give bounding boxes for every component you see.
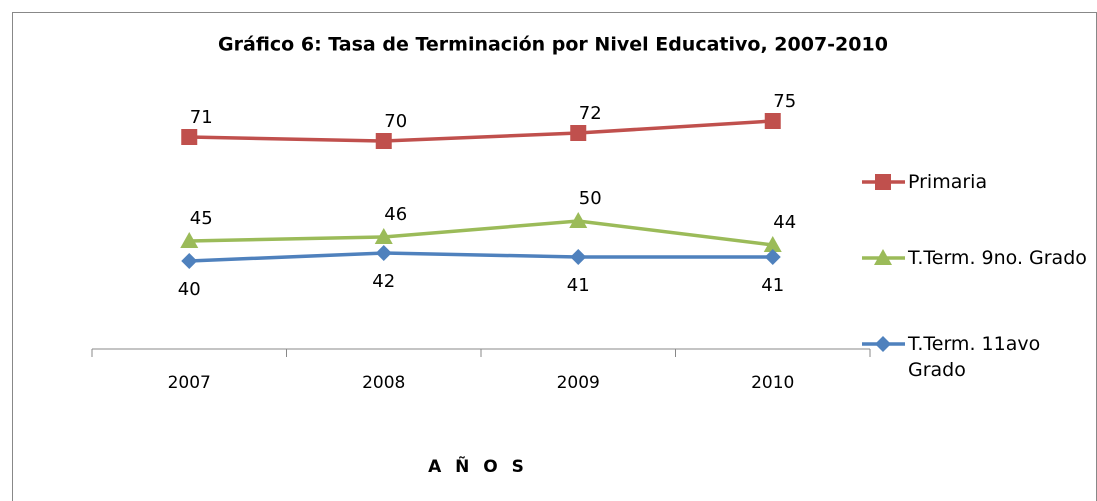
- data-label: 71: [190, 107, 213, 128]
- x-tick-label: 2008: [362, 373, 405, 393]
- data-label: 41: [761, 275, 784, 296]
- series-line: [189, 219, 773, 247]
- point: [763, 236, 782, 252]
- data-label: 75: [773, 91, 796, 112]
- data-label: 40: [178, 279, 201, 300]
- data-label: 70: [384, 111, 407, 132]
- data-label: 72: [579, 103, 602, 124]
- data-label: 45: [190, 208, 213, 229]
- point: [570, 125, 587, 141]
- point: [181, 129, 198, 145]
- legend-label: T.Term. 9no. Grado: [908, 247, 1087, 269]
- data-label: 42: [372, 271, 395, 292]
- legend-marker: [874, 249, 892, 265]
- x-axis-title: A Ñ O S: [428, 454, 528, 477]
- series-line: [189, 251, 773, 263]
- chart-title: Gráfico 6: Tasa de Terminación por Nivel…: [218, 34, 888, 56]
- point: [569, 212, 588, 228]
- point: [375, 133, 392, 149]
- x-tick-label: 2010: [751, 373, 794, 393]
- legend-label: Primaria: [908, 171, 988, 193]
- point: [374, 228, 393, 244]
- series-line: [189, 119, 773, 143]
- data-label: 50: [579, 188, 602, 209]
- point: [570, 249, 587, 265]
- point: [375, 245, 392, 261]
- legend-marker: [875, 336, 891, 352]
- x-tick-label: 2009: [557, 373, 600, 393]
- data-label: 46: [384, 204, 407, 225]
- legend-marker: [875, 174, 891, 190]
- point: [180, 232, 199, 248]
- point: [764, 249, 781, 265]
- point: [764, 113, 781, 129]
- point: [181, 253, 198, 269]
- data-label: 44: [773, 212, 796, 233]
- x-tick-label: 2007: [168, 373, 211, 393]
- data-label: 41: [567, 275, 590, 296]
- legend-label: T.Term. 11avo Grado: [908, 333, 1041, 381]
